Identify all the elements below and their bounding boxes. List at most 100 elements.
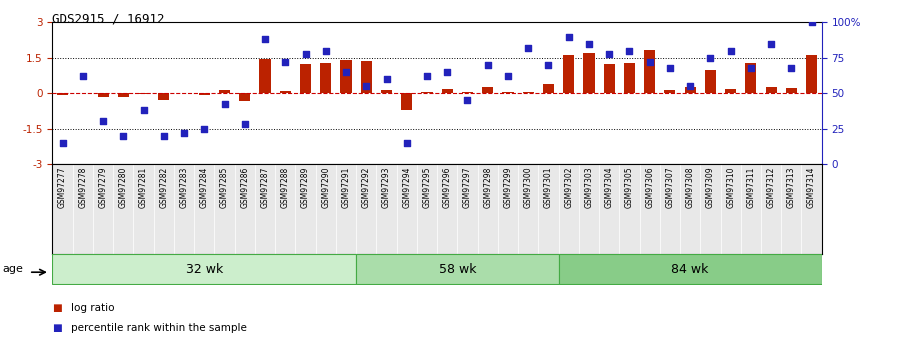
Text: GSM97307: GSM97307 — [665, 167, 674, 208]
Text: age: age — [3, 264, 24, 274]
Text: GSM97288: GSM97288 — [281, 167, 290, 208]
Text: percentile rank within the sample: percentile rank within the sample — [71, 324, 246, 333]
Point — [237, 121, 252, 127]
Bar — [320, 62, 331, 93]
Point — [399, 140, 414, 146]
Point — [76, 73, 91, 79]
Text: GSM97293: GSM97293 — [382, 167, 391, 208]
Point — [461, 97, 475, 103]
Point — [643, 59, 657, 65]
Bar — [543, 84, 554, 93]
Point — [137, 107, 151, 113]
Bar — [482, 87, 493, 93]
Point — [338, 69, 353, 75]
Bar — [786, 88, 797, 93]
Bar — [260, 59, 271, 93]
FancyBboxPatch shape — [52, 254, 357, 284]
Point — [379, 76, 394, 82]
Bar — [239, 93, 251, 101]
Point — [744, 65, 758, 70]
Point — [299, 51, 313, 56]
Text: GSM97311: GSM97311 — [747, 167, 756, 208]
Text: GSM97279: GSM97279 — [99, 167, 108, 208]
Text: GSM97299: GSM97299 — [503, 167, 512, 208]
Bar — [118, 93, 129, 97]
Text: GSM97310: GSM97310 — [726, 167, 735, 208]
Point — [623, 48, 637, 53]
Point — [561, 34, 576, 39]
Point — [55, 140, 70, 146]
Point — [764, 41, 778, 46]
Point — [481, 62, 495, 68]
Bar — [725, 89, 736, 93]
Text: 32 wk: 32 wk — [186, 263, 223, 276]
Point — [258, 37, 272, 42]
Text: GSM97281: GSM97281 — [139, 167, 148, 208]
Text: ■: ■ — [52, 303, 62, 313]
Point — [582, 41, 596, 46]
Text: GSM97294: GSM97294 — [402, 167, 411, 208]
Text: GSM97304: GSM97304 — [605, 167, 614, 208]
Bar — [604, 64, 614, 93]
Text: GDS2915 / 16912: GDS2915 / 16912 — [52, 12, 165, 25]
Text: GSM97290: GSM97290 — [321, 167, 330, 208]
Text: GSM97309: GSM97309 — [706, 167, 715, 208]
Bar — [98, 93, 109, 97]
Point — [541, 62, 556, 68]
Text: GSM97280: GSM97280 — [119, 167, 128, 208]
Text: GSM97312: GSM97312 — [767, 167, 776, 208]
Text: ■: ■ — [52, 324, 62, 333]
Point — [157, 133, 171, 138]
Bar — [766, 88, 776, 93]
Point — [602, 51, 616, 56]
Text: GSM97284: GSM97284 — [200, 167, 209, 208]
Text: 58 wk: 58 wk — [439, 263, 476, 276]
Point — [176, 130, 191, 136]
Text: GSM97313: GSM97313 — [786, 167, 795, 208]
Text: GSM97306: GSM97306 — [645, 167, 654, 208]
FancyBboxPatch shape — [357, 254, 558, 284]
Bar — [280, 91, 291, 93]
Point — [784, 65, 798, 70]
Bar — [219, 90, 230, 93]
Point — [723, 48, 738, 53]
Bar — [502, 92, 513, 93]
Point — [683, 83, 698, 89]
Bar — [644, 50, 655, 93]
Text: GSM97298: GSM97298 — [483, 167, 492, 208]
Point — [521, 45, 536, 51]
Point — [500, 73, 515, 79]
Point — [662, 65, 677, 70]
Text: GSM97303: GSM97303 — [585, 167, 594, 208]
Point — [703, 55, 718, 60]
Point — [440, 69, 454, 75]
Bar — [442, 89, 452, 93]
Bar — [361, 61, 372, 93]
FancyBboxPatch shape — [558, 254, 822, 284]
Point — [197, 126, 212, 131]
Bar — [158, 93, 169, 100]
Point — [217, 102, 232, 107]
Bar — [138, 93, 149, 94]
Bar — [806, 55, 817, 93]
Text: GSM97287: GSM97287 — [261, 167, 270, 208]
Text: GSM97278: GSM97278 — [79, 167, 88, 208]
Text: GSM97292: GSM97292 — [362, 167, 371, 208]
Text: GSM97301: GSM97301 — [544, 167, 553, 208]
Bar — [340, 60, 351, 93]
Text: GSM97305: GSM97305 — [625, 167, 633, 208]
Bar — [523, 92, 534, 93]
Bar — [401, 93, 413, 110]
Text: GSM97286: GSM97286 — [241, 167, 249, 208]
Bar — [381, 90, 392, 93]
Point — [805, 20, 819, 25]
Bar — [664, 90, 675, 93]
Bar — [462, 92, 473, 93]
Text: log ratio: log ratio — [71, 303, 114, 313]
Text: GSM97308: GSM97308 — [686, 167, 695, 208]
Bar — [684, 87, 696, 93]
Bar — [746, 62, 757, 93]
Text: GSM97282: GSM97282 — [159, 167, 168, 208]
Point — [96, 119, 110, 124]
Point — [359, 83, 374, 89]
